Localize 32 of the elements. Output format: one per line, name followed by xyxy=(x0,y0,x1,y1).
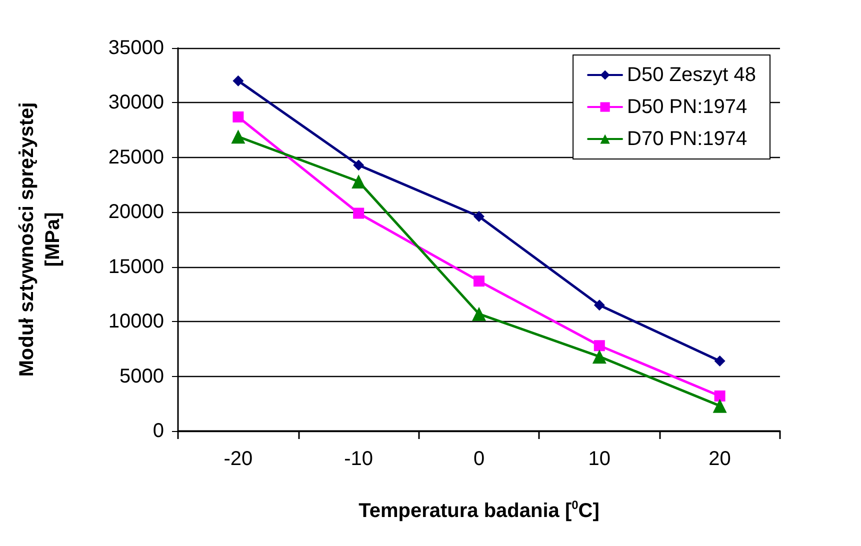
y-axis-title: Moduł sztywności sprężystej [MPa] xyxy=(16,102,64,377)
point xyxy=(594,340,605,352)
point xyxy=(232,111,244,122)
y-tick-label: 25000 xyxy=(108,146,164,168)
point xyxy=(594,300,605,311)
x-tick-label: 10 xyxy=(588,448,611,470)
x-tick-label: 0 xyxy=(473,448,485,470)
x-tick-label: -10 xyxy=(344,448,374,470)
point xyxy=(352,174,366,189)
point xyxy=(714,355,726,366)
y-tick-label: 5000 xyxy=(120,365,164,388)
legend-label: D70 PN:1974 xyxy=(627,128,748,150)
x-tick-label: 20 xyxy=(708,448,731,470)
point xyxy=(472,306,486,321)
y-tick-label: 35000 xyxy=(108,37,164,59)
point xyxy=(232,75,244,86)
legend-label: D50 PN:1974 xyxy=(627,96,748,118)
point xyxy=(474,211,484,222)
y-tick-label: 10000 xyxy=(108,310,164,333)
x-tick-label: -20 xyxy=(224,448,253,470)
y-tick-label: 0 xyxy=(152,420,164,442)
point xyxy=(353,208,364,219)
legend-label: D50 Zeszyt 48 xyxy=(627,64,756,86)
point xyxy=(474,276,484,287)
point xyxy=(353,160,364,171)
point xyxy=(231,130,246,144)
y-tick-label: 30000 xyxy=(108,92,164,114)
point xyxy=(592,350,606,364)
point xyxy=(712,398,727,413)
y-tick-label: 20000 xyxy=(108,201,164,224)
y-tick-label: 15000 xyxy=(108,256,164,278)
point xyxy=(714,390,726,402)
